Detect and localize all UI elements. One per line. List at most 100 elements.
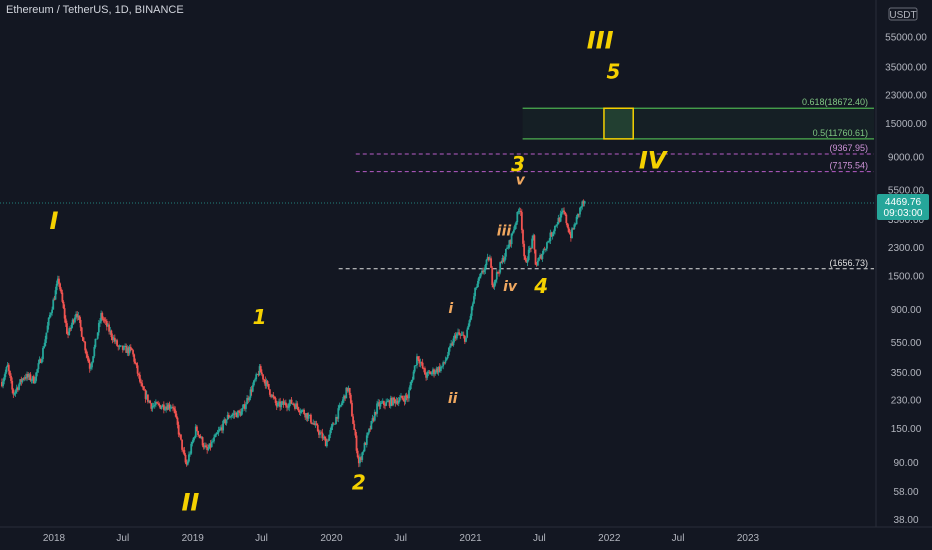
candle-body bbox=[483, 270, 486, 273]
candle-body bbox=[412, 371, 415, 380]
candle-body bbox=[557, 217, 560, 225]
candle-body bbox=[331, 423, 334, 427]
candle-body bbox=[567, 227, 570, 233]
candle bbox=[500, 260, 503, 264]
candle-body bbox=[495, 272, 498, 280]
candle-body bbox=[36, 369, 39, 373]
candle-body bbox=[479, 273, 482, 277]
candle-body bbox=[471, 303, 474, 307]
candle-body bbox=[380, 402, 383, 404]
candle bbox=[182, 447, 185, 454]
candle bbox=[311, 422, 313, 425]
candle bbox=[203, 442, 206, 450]
fib-zone bbox=[522, 108, 874, 139]
candle bbox=[492, 283, 495, 289]
candle-body bbox=[233, 413, 236, 415]
symbol-title[interactable]: Ethereum / TetherUS, 1D, BINANCE bbox=[6, 4, 184, 16]
candle bbox=[580, 206, 583, 212]
candle-body bbox=[458, 332, 461, 335]
candle bbox=[178, 432, 181, 438]
candle-body bbox=[9, 370, 11, 376]
candle bbox=[215, 432, 218, 437]
candle-body bbox=[53, 299, 56, 301]
candle-body bbox=[248, 397, 251, 401]
candle bbox=[333, 423, 336, 425]
candle bbox=[80, 326, 83, 338]
candle bbox=[126, 345, 129, 356]
candle-body bbox=[532, 235, 535, 239]
candle-body bbox=[69, 328, 72, 330]
candle-body bbox=[101, 313, 104, 319]
candle bbox=[530, 247, 532, 253]
candle-body bbox=[476, 283, 479, 288]
candle bbox=[400, 392, 402, 398]
candle bbox=[48, 312, 51, 319]
candle-body bbox=[121, 345, 124, 350]
candle-body bbox=[489, 258, 491, 261]
candle-body bbox=[387, 400, 390, 402]
candle bbox=[143, 386, 146, 391]
candle bbox=[297, 406, 300, 413]
candle bbox=[166, 402, 169, 411]
candle bbox=[313, 420, 316, 426]
candle-body bbox=[48, 314, 51, 318]
candle bbox=[56, 275, 59, 286]
candle bbox=[93, 344, 96, 359]
candle bbox=[388, 399, 391, 408]
candle bbox=[77, 311, 80, 321]
candle-body bbox=[18, 384, 20, 390]
candle bbox=[45, 332, 48, 344]
candle bbox=[137, 373, 140, 379]
candle-body bbox=[378, 402, 381, 407]
candle-body bbox=[166, 406, 169, 410]
candle-body bbox=[37, 363, 40, 370]
candle bbox=[274, 396, 277, 406]
candle bbox=[328, 434, 331, 441]
candle bbox=[324, 436, 327, 447]
candle-body bbox=[485, 259, 488, 266]
candle bbox=[429, 371, 432, 375]
candle-body bbox=[393, 397, 396, 400]
candle-body bbox=[287, 407, 290, 409]
candle bbox=[573, 222, 576, 230]
candle bbox=[457, 328, 459, 336]
candle-body bbox=[276, 402, 279, 407]
candle-body bbox=[362, 451, 365, 453]
candle bbox=[330, 423, 333, 434]
candle-body bbox=[136, 365, 139, 374]
candle bbox=[124, 343, 126, 347]
candle bbox=[401, 395, 404, 401]
candle-body bbox=[79, 319, 82, 328]
candle bbox=[58, 275, 60, 288]
candle bbox=[295, 400, 298, 410]
candle-body bbox=[83, 341, 85, 342]
time-axis[interactable]: 2018 Jul 2019 Jul 2020 Jul 2021 Jul 2022 Jul 2023 bbox=[0, 526, 932, 544]
candle bbox=[534, 249, 537, 265]
candle-body bbox=[254, 379, 256, 381]
candle-body bbox=[404, 395, 407, 402]
candle bbox=[554, 225, 556, 235]
candle bbox=[268, 389, 271, 397]
candle bbox=[226, 411, 229, 420]
candle-body bbox=[445, 358, 448, 361]
candle bbox=[442, 360, 445, 370]
candle bbox=[97, 320, 100, 336]
candle bbox=[465, 337, 467, 343]
candle-body bbox=[215, 434, 218, 435]
candle-body bbox=[388, 400, 391, 407]
candle-body bbox=[273, 396, 276, 399]
candle-body bbox=[158, 403, 161, 406]
candle-body bbox=[316, 425, 319, 432]
candle bbox=[222, 419, 225, 434]
candle bbox=[572, 227, 575, 231]
candle bbox=[101, 311, 104, 321]
price-axis[interactable]: USDT 55000.00 35000.00 23000.00 15000.00 9000… bbox=[875, 0, 929, 527]
candle-body bbox=[446, 354, 449, 359]
wave-label-minor-iii: iii bbox=[497, 223, 512, 239]
candle-body bbox=[526, 260, 529, 263]
candle bbox=[247, 395, 250, 404]
candle bbox=[416, 353, 418, 369]
candle bbox=[3, 374, 6, 385]
candle bbox=[300, 409, 303, 414]
